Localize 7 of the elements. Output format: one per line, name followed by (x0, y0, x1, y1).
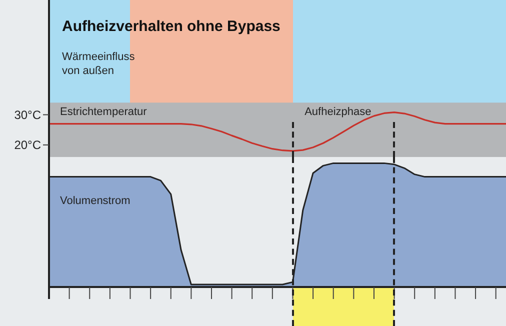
text: Aufheizverhalten ohne Bypass (62, 18, 280, 35)
annotation: Aufheizphase (304, 106, 372, 118)
annotation: Wärmeeinfluss von außen (62, 50, 136, 78)
y-tick-label: 30°C (14, 108, 42, 122)
y-axis-title: Estrichtemperatur (60, 106, 147, 118)
y-axis-title: Volumenstrom (60, 195, 130, 207)
y-tick-label: 20°C (14, 138, 42, 152)
